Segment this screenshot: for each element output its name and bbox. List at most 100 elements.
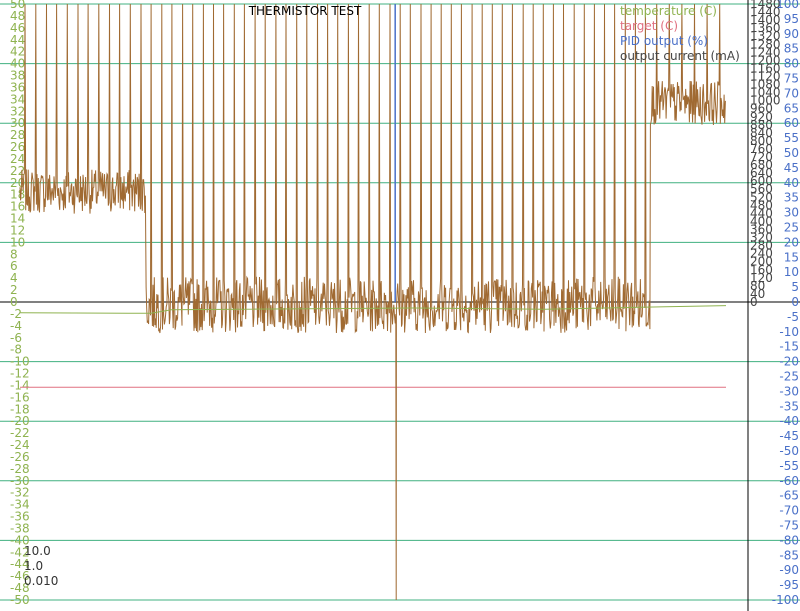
- temperature-tick-label: -40: [10, 533, 30, 547]
- legend-entry: PID output (%): [620, 34, 708, 48]
- current-tick-label: 520: [750, 190, 773, 204]
- temperature-tick-label: -50: [10, 593, 30, 607]
- temperature-tick-label: -22: [10, 426, 30, 440]
- current-tick-label: 320: [750, 231, 773, 245]
- temperature-tick-label: -46: [10, 569, 30, 583]
- temperature-tick-label: -20: [10, 414, 30, 428]
- current-tick-label: 720: [750, 150, 773, 164]
- current-tick-label: 1080: [750, 78, 781, 92]
- pid-tick-label: -85: [779, 548, 799, 562]
- current-tick-label: 760: [750, 142, 773, 156]
- pid-tick-label: 100: [776, 0, 799, 11]
- temperature-axis-ticks: 5048464442403836343230282624222018161412…: [10, 0, 30, 607]
- current-tick-label: 880: [750, 118, 773, 132]
- current-tick-label: 1200: [750, 53, 781, 67]
- temperature-tick-label: -12: [10, 367, 30, 381]
- temperature-series-line: [19, 305, 727, 314]
- current-tick-label: 960: [750, 102, 773, 116]
- current-series-line: [19, 3, 726, 601]
- pid-tick-label: 85: [784, 42, 799, 56]
- temperature-tick-label: -8: [10, 343, 22, 357]
- pid-tick-label: 60: [784, 116, 799, 130]
- temperature-tick-label: -44: [10, 557, 30, 571]
- current-tick-label: 1400: [750, 13, 781, 27]
- pid-tick-label: -75: [779, 519, 799, 533]
- temperature-tick-label: 44: [10, 33, 25, 47]
- pid-tick-label: 0: [791, 295, 799, 309]
- pid-tick-label: 40: [784, 176, 799, 190]
- current-tick-label: 160: [750, 263, 773, 277]
- pid-tick-label: -80: [779, 533, 799, 547]
- current-tick-label: 1240: [750, 45, 781, 59]
- current-tick-label: 400: [750, 214, 773, 228]
- current-tick-label: 1120: [750, 69, 781, 83]
- temperature-tick-label: -42: [10, 545, 30, 559]
- pid-tick-label: -70: [779, 504, 799, 518]
- pid-tick-label: -60: [779, 474, 799, 488]
- pid-tick-label: -25: [779, 370, 799, 384]
- pid-tick-label: -45: [779, 429, 799, 443]
- temperature-tick-label: 10: [10, 235, 25, 249]
- current-tick-label: 40: [750, 287, 765, 301]
- current-tick-label: 800: [750, 134, 773, 148]
- pid-tick-label: -55: [779, 459, 799, 473]
- current-tick-label: 120: [750, 271, 773, 285]
- temperature-tick-label: 38: [10, 69, 25, 83]
- pid-tick-label: 30: [784, 206, 799, 220]
- pid-tick-label: 20: [784, 235, 799, 249]
- temperature-tick-label: 0: [10, 295, 18, 309]
- temperature-tick-label: -38: [10, 521, 30, 535]
- pid-tick-label: -50: [779, 444, 799, 458]
- pid-parameter: 10.0: [24, 544, 51, 558]
- temperature-tick-label: 6: [10, 259, 18, 273]
- pid-tick-label: 5: [791, 280, 799, 294]
- pid-tick-label: 50: [784, 146, 799, 160]
- temperature-tick-label: -14: [10, 378, 30, 392]
- temperature-tick-label: -36: [10, 510, 30, 524]
- temperature-tick-label: 2: [10, 283, 18, 297]
- current-tick-label: 1040: [750, 86, 781, 100]
- temperature-tick-label: 46: [10, 21, 25, 35]
- legend-entry: temperature (C): [620, 4, 717, 18]
- pid-parameters: 10.01.00.010: [24, 544, 58, 588]
- current-tick-label: 840: [750, 126, 773, 140]
- temperature-tick-label: -26: [10, 450, 30, 464]
- pid-tick-label: 25: [784, 221, 799, 235]
- pid-tick-label: -10: [779, 325, 799, 339]
- temperature-tick-label: -28: [10, 462, 30, 476]
- pid-tick-label: -95: [779, 578, 799, 592]
- pid-tick-label: -30: [779, 384, 799, 398]
- temperature-tick-label: 34: [10, 92, 25, 106]
- pid-parameter: 0.010: [24, 574, 58, 588]
- temperature-tick-label: -30: [10, 474, 30, 488]
- temperature-tick-label: 40: [10, 57, 25, 71]
- temperature-tick-label: -18: [10, 402, 30, 416]
- pid-tick-label: 80: [784, 57, 799, 71]
- current-tick-label: 920: [750, 110, 773, 124]
- pid-tick-label: -35: [779, 399, 799, 413]
- temperature-tick-label: 16: [10, 200, 25, 214]
- current-tick-label: 1440: [750, 5, 781, 19]
- pid-tick-label: 35: [784, 191, 799, 205]
- pid-tick-label: 70: [784, 86, 799, 100]
- current-tick-label: 480: [750, 198, 773, 212]
- temperature-tick-label: 42: [10, 45, 25, 59]
- temperature-tick-label: 50: [10, 0, 25, 11]
- current-tick-label: 1280: [750, 37, 781, 51]
- pid-tick-label: -65: [779, 489, 799, 503]
- temperature-tick-label: 4: [10, 271, 18, 285]
- temperature-tick-label: -2: [10, 307, 22, 321]
- temperature-tick-label: 24: [10, 152, 25, 166]
- legend-entry: target (C): [620, 19, 678, 33]
- current-tick-label: 280: [750, 239, 773, 253]
- pid-tick-label: 75: [784, 72, 799, 86]
- temperature-tick-label: -6: [10, 331, 22, 345]
- pid-tick-label: 65: [784, 101, 799, 115]
- pid-tick-label: -40: [779, 414, 799, 428]
- temperature-tick-label: 36: [10, 80, 25, 94]
- temperature-tick-label: 26: [10, 140, 25, 154]
- temperature-tick-label: 8: [10, 247, 18, 261]
- current-tick-label: 200: [750, 255, 773, 269]
- pid-tick-label: 55: [784, 131, 799, 145]
- chart-title: THERMISTOR TEST: [248, 4, 362, 18]
